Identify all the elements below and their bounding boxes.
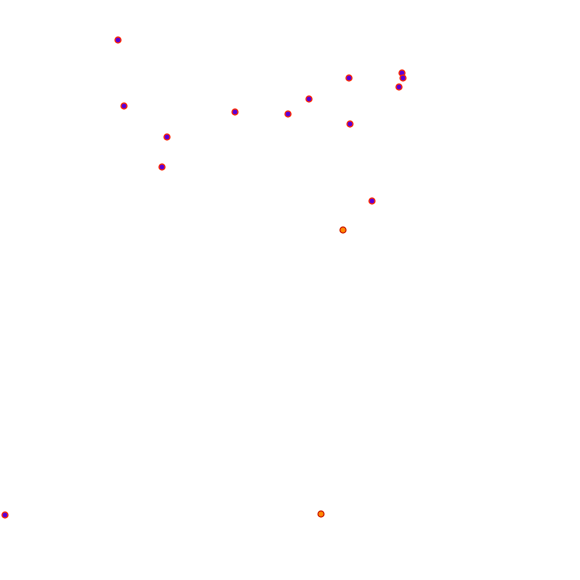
map-marker[interactable] [345,74,353,82]
markers-layer [1,36,407,519]
map-marker[interactable] [1,511,9,519]
map-marker-highlight[interactable] [317,510,325,518]
map-marker[interactable] [284,110,292,118]
map-marker[interactable] [395,83,403,91]
map-marker[interactable] [163,133,171,141]
map-marker[interactable] [399,74,407,82]
map-marker[interactable] [120,102,128,110]
map-marker[interactable] [368,197,376,205]
map-marker[interactable] [346,120,354,128]
map-marker[interactable] [114,36,122,44]
map-marker[interactable] [231,108,239,116]
map-marker[interactable] [305,95,313,103]
map-marker-highlight[interactable] [339,226,347,234]
map-marker[interactable] [158,163,166,171]
